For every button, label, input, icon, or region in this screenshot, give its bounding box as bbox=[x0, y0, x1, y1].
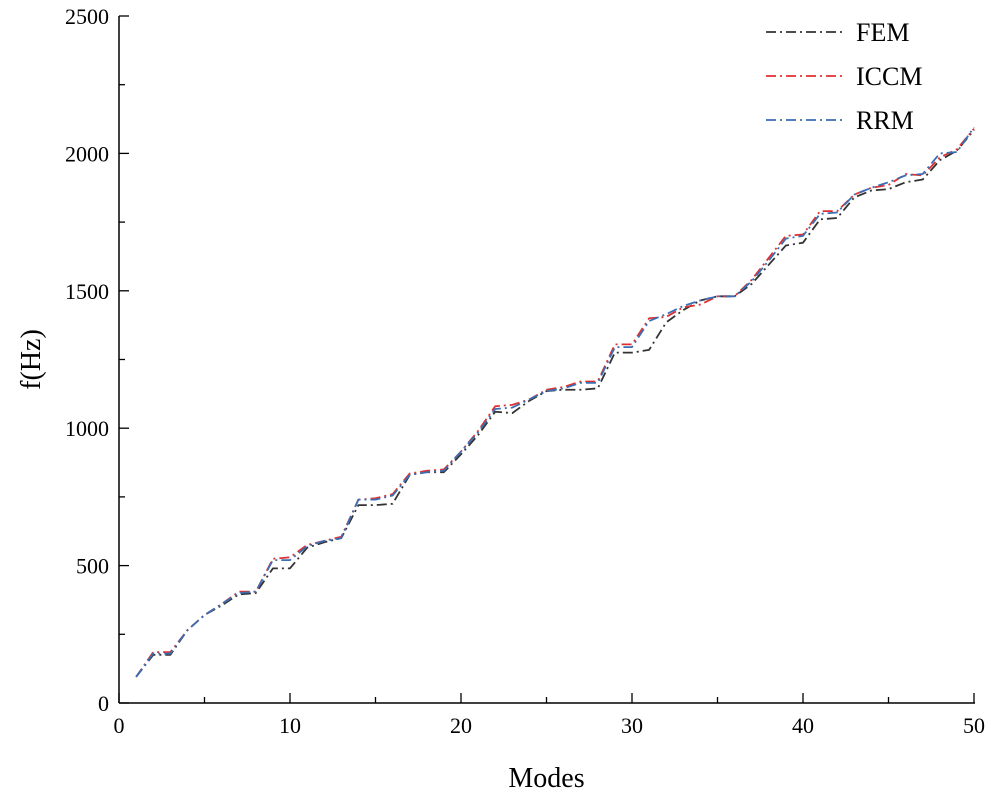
x-tick-label: 20 bbox=[450, 713, 472, 738]
legend-label-rrm: RRM bbox=[856, 106, 914, 135]
y-axis-title: f(Hz) bbox=[16, 329, 47, 390]
y-axis-ticks: 0 500 1000 1500 2000 2500 bbox=[65, 4, 129, 716]
y-tick-label: 0 bbox=[98, 691, 109, 716]
plot-lines bbox=[135, 126, 975, 678]
series-line-fem bbox=[135, 129, 975, 678]
y-tick-label: 2500 bbox=[65, 4, 109, 29]
x-tick-label: 40 bbox=[792, 713, 814, 738]
legend-label-fem: FEM bbox=[856, 18, 909, 47]
series-line-rrm bbox=[135, 126, 975, 678]
x-tick-label: 30 bbox=[621, 713, 643, 738]
x-tick-label: 50 bbox=[963, 713, 985, 738]
axes bbox=[118, 16, 975, 704]
y-tick-label: 1000 bbox=[65, 416, 109, 441]
y-tick-label: 500 bbox=[76, 554, 109, 579]
legend-label-iccm: ICCM bbox=[856, 62, 922, 91]
x-tick-label: 10 bbox=[279, 713, 301, 738]
series-line-iccm bbox=[135, 128, 975, 678]
legend: FEM ICCM RRM bbox=[766, 18, 922, 135]
x-axis-ticks: 0 10 20 30 40 50 bbox=[114, 693, 985, 738]
y-tick-label: 2000 bbox=[65, 141, 109, 166]
x-tick-label: 0 bbox=[114, 713, 125, 738]
y-tick-label: 1500 bbox=[65, 279, 109, 304]
x-axis-title: Modes bbox=[508, 763, 584, 794]
